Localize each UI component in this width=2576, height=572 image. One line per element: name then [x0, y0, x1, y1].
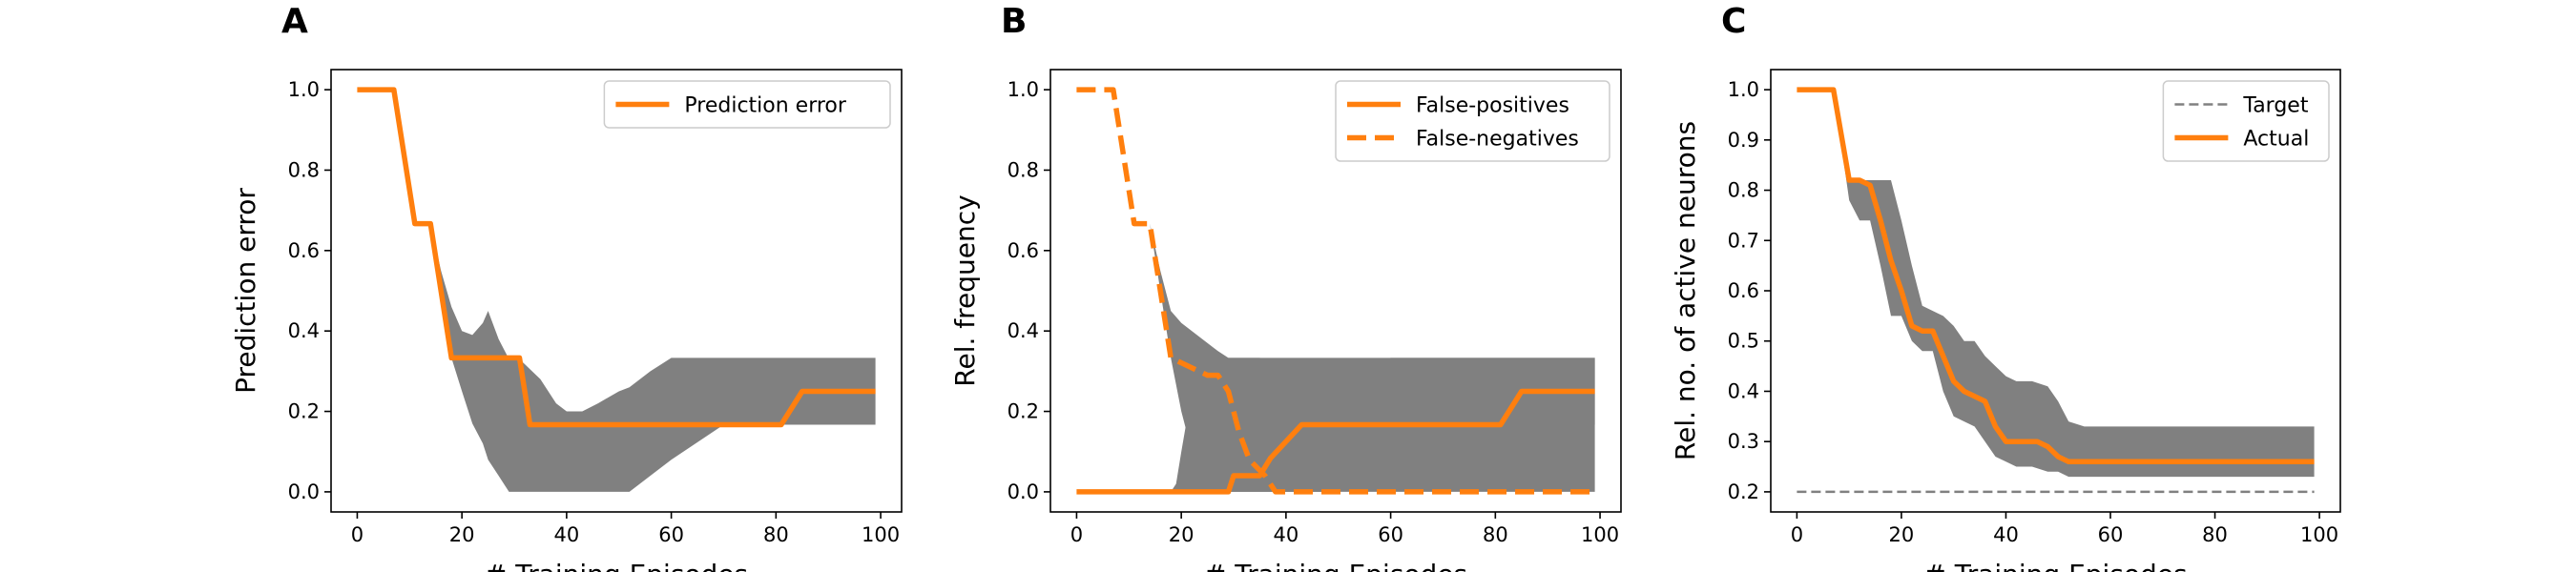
y-tick-label: 1.0 [1728, 78, 1759, 101]
series-line-false-negatives [1076, 87, 1595, 495]
y-tick-label: 0.6 [1728, 279, 1759, 302]
x-tick-label: 20 [1889, 523, 1915, 546]
series-line-actual [1797, 87, 2315, 465]
y-tick-label: 0.2 [288, 400, 320, 423]
x-tick-label: 40 [554, 523, 580, 546]
x-tick-label: 0 [351, 523, 364, 546]
legend-box [2162, 80, 2330, 162]
legend: False-positives False-negatives [1335, 80, 1610, 162]
y-tick-label: 0.8 [288, 158, 320, 181]
legend-box [603, 80, 891, 129]
legend-label: Target [2242, 94, 2308, 118]
x-tick-label: 20 [449, 523, 475, 546]
axes-frame [330, 69, 903, 513]
y-tick-label: 1.0 [1008, 78, 1039, 101]
y-axis-label: Prediction error [230, 188, 261, 394]
x-tick-label: 60 [658, 523, 684, 546]
x-tick-label: 100 [2300, 523, 2338, 546]
panel-c: 0 20 40 60 80 100 0.2 0.3 0.4 0.5 0.6 0.7 0.8 0.9 1.0 #… [1670, 2, 2341, 572]
panel-a: 0 20 40 60 80 100 0.0 0.2 0.4 0.6 0.8 1.0 # Training… [230, 2, 903, 572]
x-tick-label: 40 [1993, 523, 2019, 546]
legend-label: Actual [2243, 128, 2309, 152]
y-tick-label: 0.6 [1008, 239, 1039, 262]
x-axis-label: # Training Episodes [1204, 559, 1467, 572]
legend-box [1335, 80, 1610, 162]
y-tick-label: 0.4 [1728, 379, 1759, 402]
panel-letter: C [1721, 2, 1746, 41]
x-tick-label: 0 [1070, 523, 1083, 546]
panel-letter: B [1001, 2, 1027, 41]
legend: Target Actual [2162, 80, 2330, 162]
x-tick-label: 80 [763, 523, 789, 546]
y-tick-label: 0.5 [1728, 330, 1759, 353]
y-tick-label: 0.4 [1008, 319, 1039, 342]
panel-b: 0 20 40 60 80 100 0.0 0.2 0.4 0.6 0.8 1.0 # Training… [949, 2, 1622, 572]
x-tick-label: 80 [1483, 523, 1508, 546]
axes-frame [1049, 69, 1622, 513]
x-tick-label: 100 [1581, 523, 1619, 546]
legend: Prediction error [603, 80, 891, 129]
legend-label: False-positives [1416, 94, 1569, 118]
y-tick-label: 0.9 [1728, 129, 1759, 152]
x-tick-label: 60 [1378, 523, 1403, 546]
y-axis-label: Rel. no. of active neurons [1670, 121, 1701, 460]
x-tick-label: 40 [1274, 523, 1299, 546]
y-axis-label: Rel. frequency [949, 194, 981, 386]
x-tick-label: 80 [2202, 523, 2228, 546]
y-tick-label: 0.0 [288, 480, 320, 503]
y-tick-label: 0.8 [1728, 179, 1759, 202]
x-axis-label: # Training Episodes [1923, 559, 2187, 572]
y-tick-label: 1.0 [288, 78, 320, 101]
series-line-false-positives [1076, 388, 1595, 495]
y-tick-label: 0.3 [1728, 430, 1759, 453]
x-tick-label: 0 [1791, 523, 1803, 546]
x-axis-label: # Training Episodes [485, 559, 748, 572]
y-tick-label: 0.0 [1008, 480, 1039, 503]
y-tick-label: 0.7 [1728, 229, 1759, 252]
legend-label: Prediction error [684, 94, 846, 118]
y-tick-label: 0.4 [288, 319, 320, 342]
y-tick-label: 0.8 [1008, 158, 1039, 181]
series-line-prediction-error [357, 87, 876, 428]
x-tick-label: 20 [1169, 523, 1195, 546]
legend-label: False-negatives [1416, 128, 1579, 152]
x-tick-label: 100 [862, 523, 900, 546]
y-tick-label: 0.2 [1008, 400, 1039, 423]
x-tick-label: 60 [2098, 523, 2124, 546]
panel-letter: A [281, 2, 308, 41]
y-tick-label: 0.2 [1728, 480, 1759, 503]
y-tick-label: 0.6 [288, 239, 320, 262]
